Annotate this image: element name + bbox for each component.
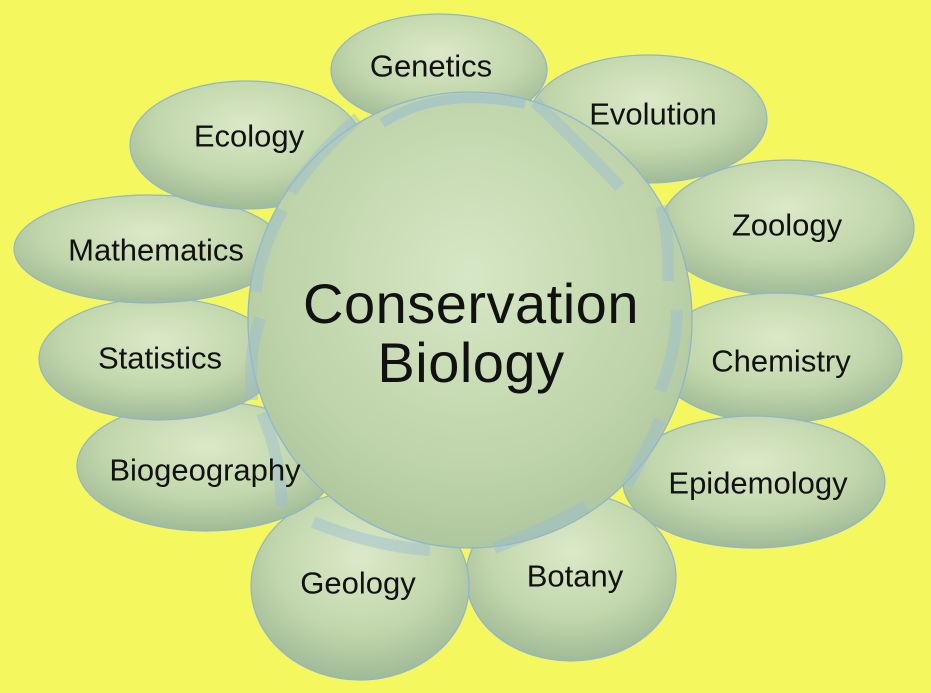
zoology-label: Zoology: [731, 207, 843, 243]
center-title: Conservation Biology: [303, 272, 639, 394]
genetics-label: Genetics: [369, 48, 493, 84]
overlap-genetics: [379, 93, 527, 128]
overlap-chemistry: [654, 309, 683, 394]
evolution-label: Evolution: [589, 96, 717, 132]
chemistry-label: Chemistry: [711, 343, 851, 379]
epidemology-label: Epidemology: [668, 465, 848, 501]
mathematics-label: Mathematics: [68, 232, 244, 268]
overlap-evolution: [530, 97, 625, 192]
overlap-botany: [491, 500, 589, 554]
center-title-line-2: Biology: [377, 331, 565, 394]
geology-label: Geology: [300, 565, 416, 601]
conservation-biology-circle: [247, 91, 693, 549]
overlap-statistics: [245, 316, 266, 401]
overlap-ecology: [286, 113, 362, 196]
biogeography-label: Biogeography: [109, 452, 301, 488]
overlap-epidemology: [621, 417, 666, 488]
overlap-zoology: [655, 204, 675, 282]
statistics-label: Statistics: [97, 340, 223, 376]
ecology-label: Ecology: [193, 118, 305, 154]
overlap-biogeography: [256, 410, 288, 507]
overlap-geology: [310, 516, 431, 556]
botany-label: Botany: [526, 558, 624, 594]
center-title-line-1: Conservation: [303, 272, 639, 336]
overlap-mathematics: [250, 207, 288, 293]
